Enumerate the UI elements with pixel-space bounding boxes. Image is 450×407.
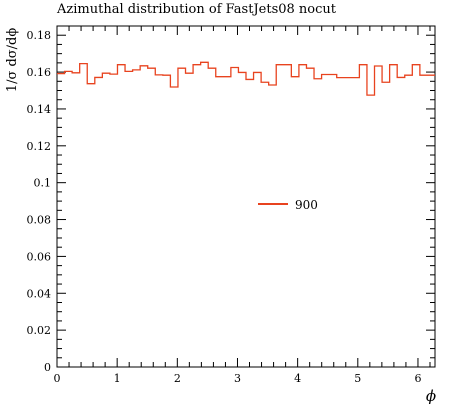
series-900-line	[57, 61, 435, 96]
x-tick-label: 1	[114, 372, 121, 385]
y-tick-label: 0.16	[27, 66, 52, 79]
x-tick-label: 6	[414, 372, 421, 385]
x-axis-ticks: 0 1 2 3 4 5 6	[54, 26, 431, 385]
legend: 900	[258, 198, 318, 212]
y-tick-label: 0.1	[34, 177, 52, 190]
y-tick-label: 0.18	[27, 29, 52, 42]
y-tick-label: 0.08	[27, 214, 52, 227]
axes	[56, 25, 436, 368]
y-tick-label: 0.02	[27, 324, 52, 337]
y-tick-label: 0.04	[27, 287, 52, 300]
y-tick-label: 0.14	[27, 103, 52, 116]
y-axis-label: 1/σ dσ/dϕ	[5, 28, 20, 93]
y-tick-label: 0	[44, 361, 51, 374]
x-tick-label: 5	[354, 372, 361, 385]
x-tick-label: 4	[294, 372, 301, 385]
y-tick-label: 0.12	[27, 140, 52, 153]
legend-label: 900	[295, 198, 318, 212]
y-axis-ticks: 0 0.02 0.04 0.06 0.08 0.1 0.12 0.14 0.16 0.18	[27, 29, 435, 374]
x-tick-label: 3	[234, 372, 241, 385]
plot-frame	[56, 25, 436, 368]
y-tick-label: 0.06	[27, 250, 52, 263]
x-axis-label: ϕ	[426, 387, 436, 405]
x-tick-label: 2	[174, 372, 181, 385]
series-layer	[57, 61, 435, 96]
x-tick-label: 0	[54, 372, 61, 385]
chart-title: Azimuthal distribution of FastJets08 noc…	[56, 2, 337, 17]
